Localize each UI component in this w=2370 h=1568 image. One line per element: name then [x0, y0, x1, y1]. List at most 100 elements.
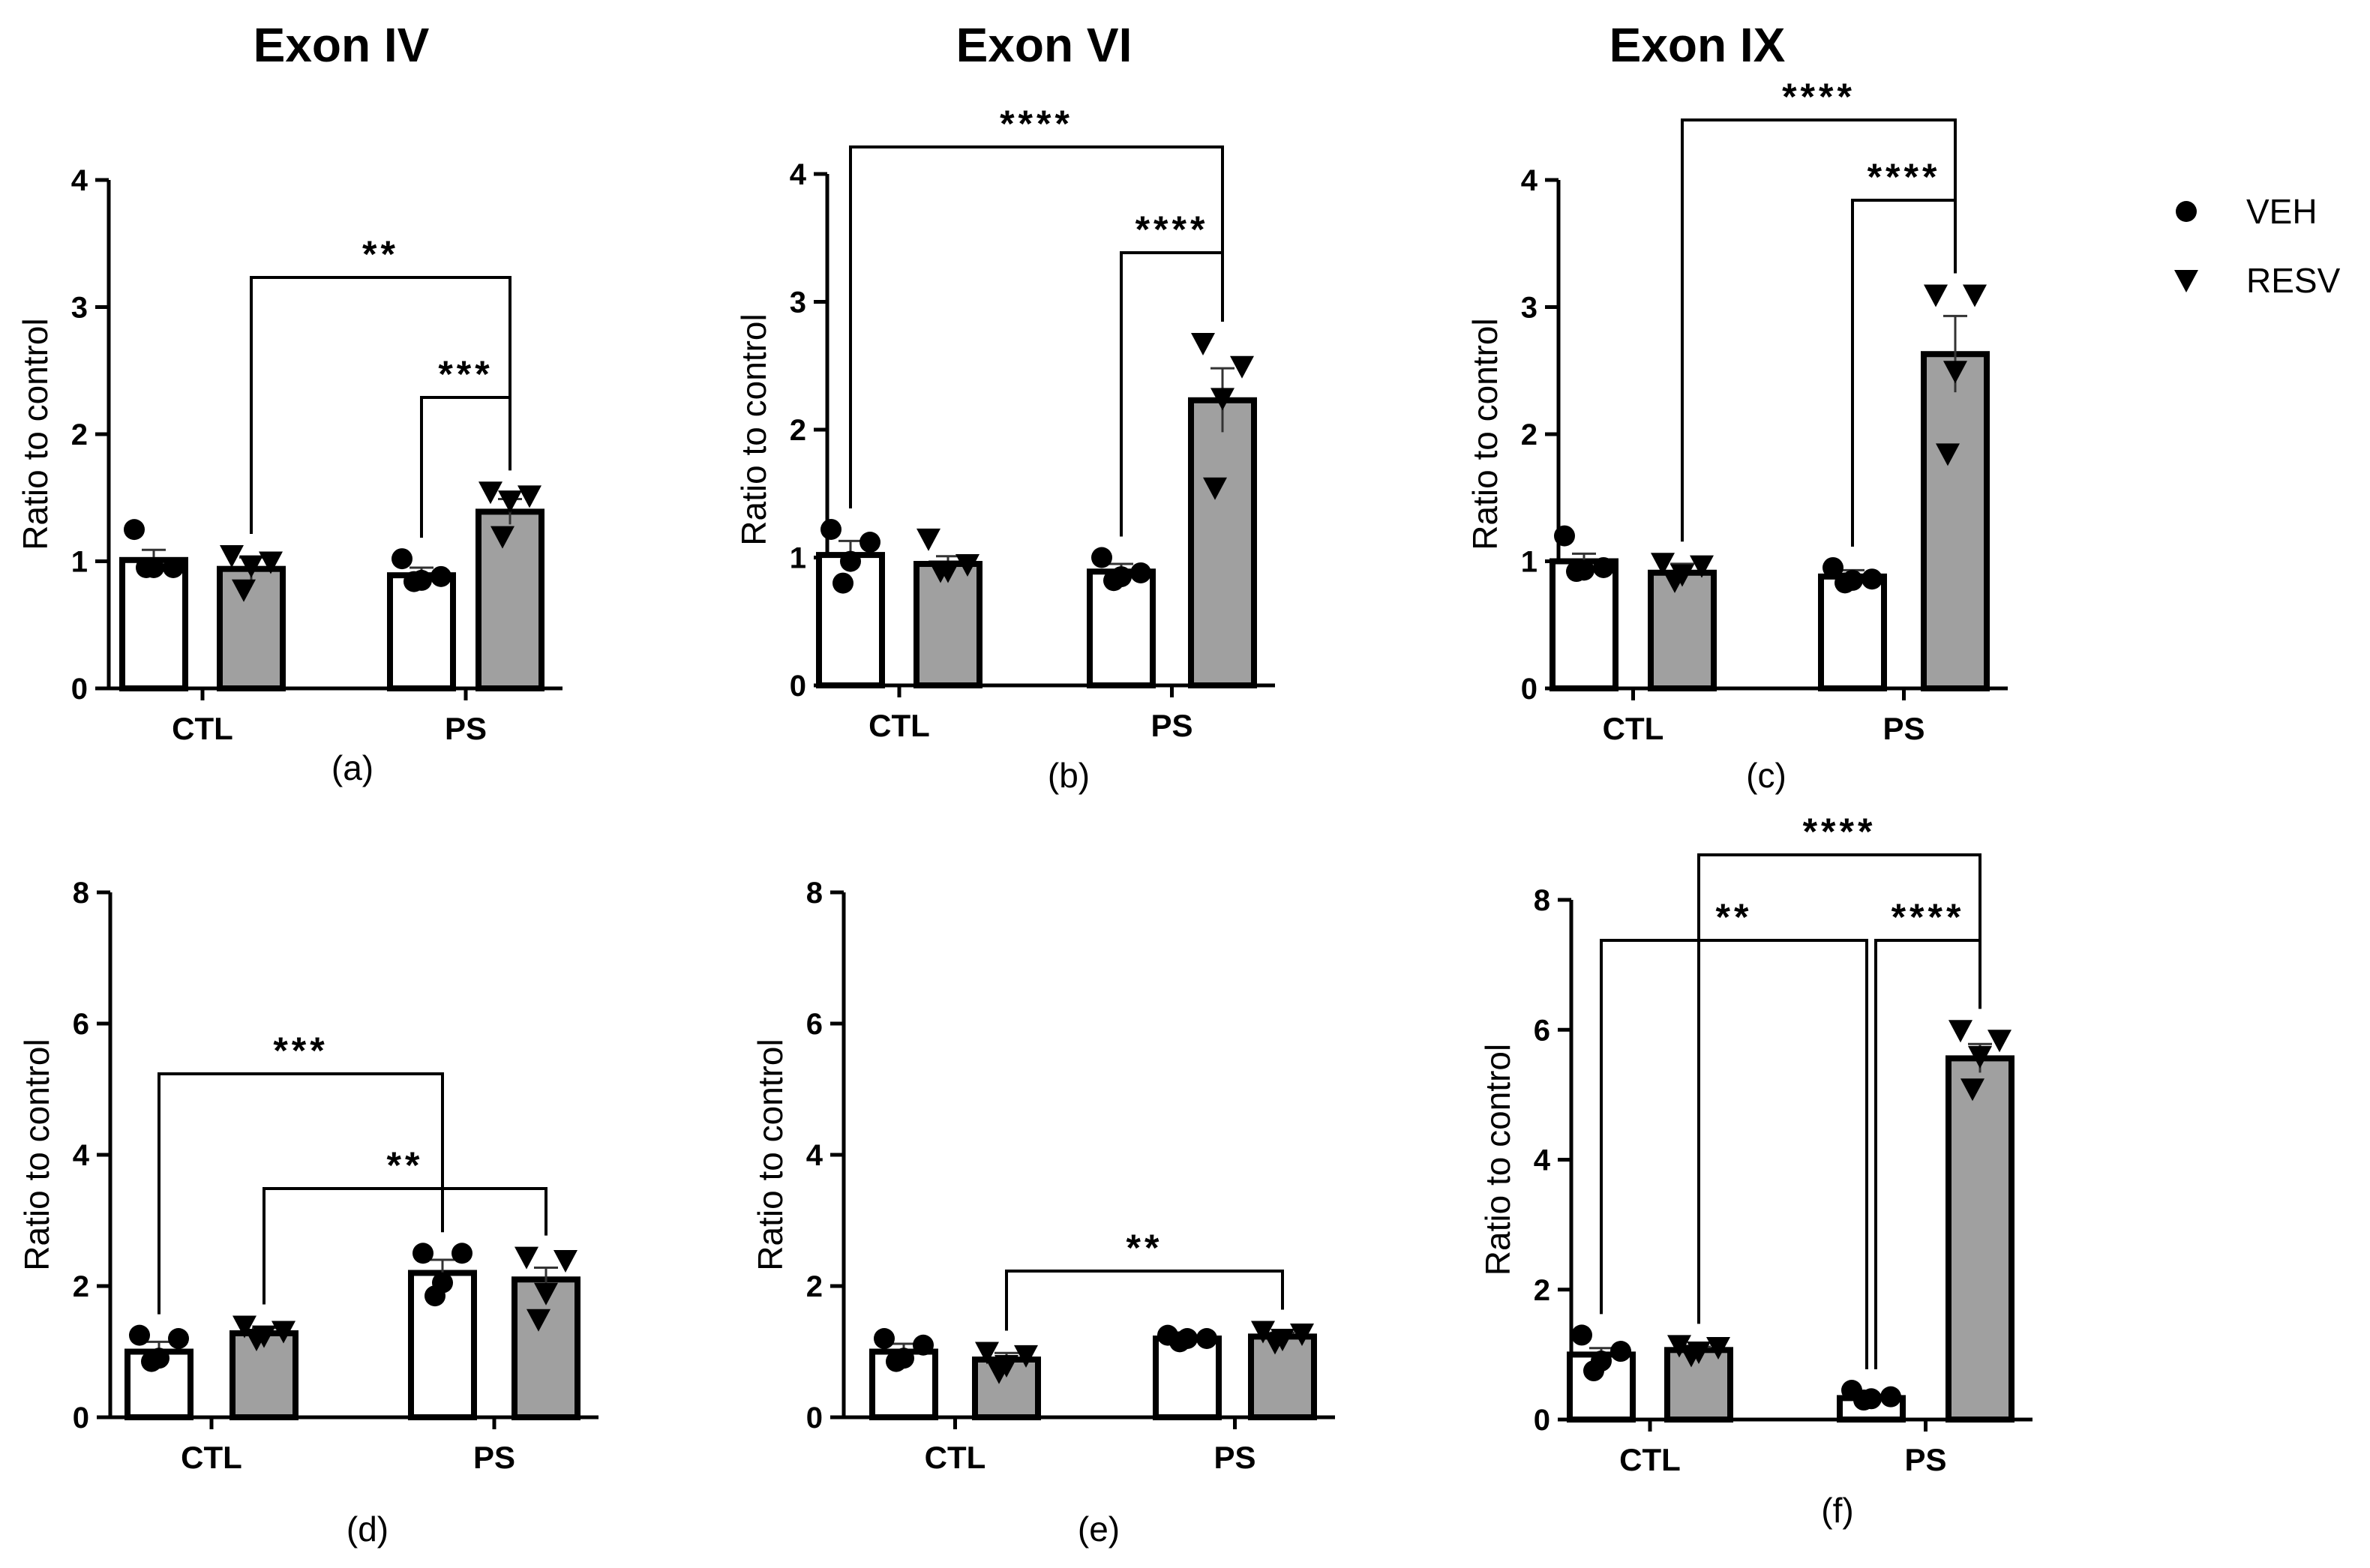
data-point-resv	[1690, 555, 1714, 578]
y-tick-label: 4	[71, 164, 88, 197]
data-point-veh	[141, 1351, 162, 1372]
panel-e: 0 2 4 6 8 Ratio to control CTL PS ** (e)	[751, 877, 1335, 1549]
significance-bracket	[158, 1072, 444, 1315]
y-tick-label: 1	[790, 542, 806, 575]
y-tick-label: 6	[1534, 1014, 1550, 1047]
bar-resv-ctl	[914, 561, 982, 689]
y-axis-title: Ratio to control	[734, 313, 773, 545]
data-point-veh	[1583, 1360, 1604, 1382]
data-point-resv	[490, 526, 514, 549]
y-tick-label: 2	[1521, 418, 1538, 451]
data-point-resv	[1263, 1332, 1287, 1355]
data-point-veh	[1091, 547, 1112, 568]
data-point-veh	[424, 1285, 446, 1307]
data-point-veh	[1834, 572, 1856, 594]
significance-label: ****	[1803, 811, 1876, 853]
data-point-veh	[832, 572, 854, 594]
y-tick-label: 8	[73, 877, 89, 910]
category-label-ps: PS	[473, 1440, 515, 1475]
y-tick-label: 6	[806, 1008, 823, 1041]
y-tick-label: 0	[73, 1402, 89, 1435]
data-point-veh	[874, 1328, 895, 1349]
data-point-resv	[514, 1246, 538, 1270]
column-title-exon-vi: Exon VI	[956, 18, 1132, 72]
data-point-resv	[956, 554, 980, 577]
category-label-ps: PS	[1214, 1440, 1256, 1475]
significance-label: ***	[438, 353, 493, 395]
data-point-resv	[1988, 1030, 2012, 1053]
data-point-resv	[1667, 1335, 1691, 1358]
bar-resv-ps	[476, 508, 544, 692]
category-label-ctl: CTL	[1603, 711, 1664, 746]
category-label-ctl: CTL	[181, 1440, 242, 1475]
data-point-veh	[1610, 1341, 1631, 1363]
data-point-resv	[1943, 361, 1967, 384]
significance-label: **	[387, 1144, 424, 1186]
significance-bracket	[1851, 199, 1957, 547]
bar-veh-ps	[1153, 1336, 1222, 1420]
legend: VEH RESV	[2174, 192, 2341, 300]
data-point-veh	[1196, 1328, 1217, 1349]
data-point-veh	[168, 1328, 189, 1349]
data-point-veh	[840, 550, 861, 572]
data-point-resv	[1960, 1078, 1984, 1102]
y-tick-label: 4	[806, 1139, 824, 1172]
bar-veh-ps	[1087, 568, 1156, 688]
y-tick-label: 2	[71, 418, 88, 451]
y-axis-title: Ratio to control	[17, 1039, 56, 1270]
data-point-veh	[860, 532, 880, 553]
y-tick-label: 1	[71, 546, 88, 579]
significance-bracket	[1120, 251, 1224, 537]
data-point-veh	[1571, 1324, 1592, 1346]
data-point-veh	[913, 1334, 934, 1356]
category-label-ctl: CTL	[172, 711, 233, 746]
data-point-veh	[163, 556, 184, 578]
significance-label: ****	[1868, 156, 1941, 198]
data-point-resv	[1968, 1045, 1992, 1069]
y-tick-label: 0	[71, 673, 88, 706]
data-point-veh	[1853, 1390, 1874, 1411]
significance-bracket	[420, 396, 512, 538]
y-tick-label: 0	[806, 1402, 823, 1435]
data-point-resv	[975, 1342, 999, 1365]
data-point-resv	[259, 551, 283, 574]
data-point-resv	[1679, 1345, 1703, 1368]
significance-label: ****	[1782, 76, 1856, 118]
data-point-resv	[1663, 570, 1687, 593]
data-point-resv	[1290, 1324, 1314, 1346]
data-point-resv	[554, 1250, 578, 1273]
data-point-resv	[1191, 333, 1215, 356]
y-tick-label: 0	[1521, 673, 1538, 706]
data-point-veh	[129, 1324, 150, 1346]
legend-resv-label: RESV	[2246, 261, 2341, 300]
panel-c: 0 1 2 3 4 Ratio to control CTL PS **** **** (c)	[1466, 76, 2008, 795]
data-point-resv	[220, 545, 244, 568]
significance-label: **	[362, 233, 399, 275]
significance-label: **	[1126, 1227, 1163, 1269]
y-axis-title: Ratio to control	[1478, 1044, 1517, 1276]
bar-veh-ps	[1818, 573, 1887, 692]
legend-veh-label: VEH	[2246, 192, 2318, 231]
significance-label: ****	[1000, 103, 1073, 145]
data-point-resv	[1210, 388, 1234, 411]
data-point-veh	[1169, 1331, 1190, 1353]
category-label-ctl: CTL	[925, 1440, 986, 1475]
data-point-resv	[244, 1329, 268, 1351]
data-point-resv	[518, 485, 542, 508]
data-point-veh	[452, 1243, 472, 1264]
y-tick-label: 2	[790, 414, 806, 447]
bar-veh-ctl	[816, 552, 885, 689]
data-point-resv	[1230, 355, 1254, 379]
data-point-resv	[1963, 284, 1987, 307]
data-point-veh	[820, 518, 842, 540]
bar-veh-ps	[387, 572, 456, 692]
y-axis-title: Ratio to control	[751, 1039, 790, 1270]
category-label-ps: PS	[445, 711, 487, 746]
bar-resv-ctl	[1648, 569, 1717, 691]
significance-label: ****	[1892, 896, 1965, 938]
data-point-veh	[392, 548, 412, 570]
